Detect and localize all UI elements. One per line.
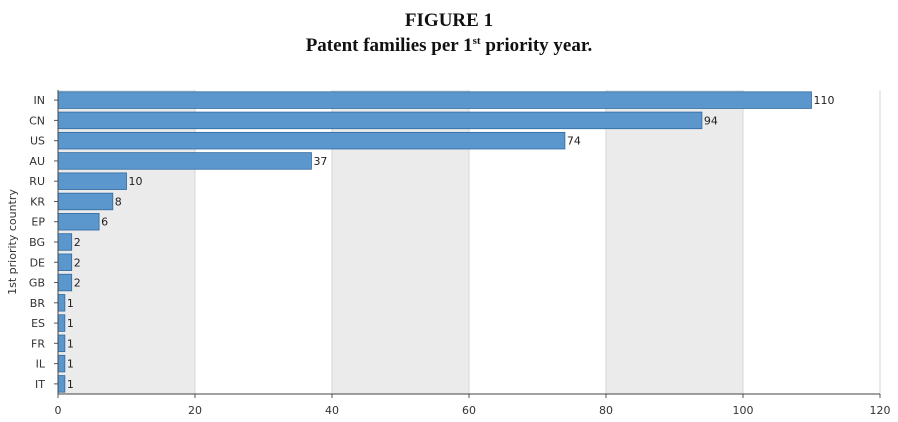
bar-de xyxy=(57,253,73,271)
x-tick-label: 120 xyxy=(870,404,891,417)
data-label: 6 xyxy=(101,216,108,229)
data-label: 2 xyxy=(74,256,81,269)
x-tick-label: 0 xyxy=(55,404,62,417)
y-tick-label: IT xyxy=(35,378,45,391)
data-label: 1 xyxy=(67,378,74,391)
bar-in xyxy=(57,91,812,109)
data-label: 1 xyxy=(67,337,74,350)
x-tick-label: 40 xyxy=(325,404,339,417)
x-tick-label: 80 xyxy=(599,404,613,417)
y-tick-label: FR xyxy=(31,337,45,350)
x-tick-label: 60 xyxy=(462,404,476,417)
data-label: 37 xyxy=(313,155,327,168)
data-label: 10 xyxy=(129,175,143,188)
bar-fr xyxy=(57,334,66,353)
data-label: 8 xyxy=(115,195,122,208)
y-tick-label: AU xyxy=(29,155,45,168)
figure-label: FIGURE 1 xyxy=(404,10,494,31)
y-tick-label: BG xyxy=(29,236,45,249)
bar-cn xyxy=(57,111,703,130)
bar-au xyxy=(57,152,312,170)
data-label: 110 xyxy=(814,94,835,107)
y-tick-label: DE xyxy=(30,256,45,269)
bar-ep xyxy=(57,213,100,231)
y-tick-label: ES xyxy=(31,317,45,330)
y-axis-label: 1st priority country xyxy=(6,189,19,295)
bar-bg xyxy=(57,233,73,251)
data-label: 2 xyxy=(74,277,81,290)
bar-br xyxy=(57,294,66,312)
data-label: 94 xyxy=(704,114,718,127)
bar-gb xyxy=(57,273,73,292)
y-tick-label: RU xyxy=(29,175,45,188)
x-tick-label: 20 xyxy=(188,404,202,417)
y-tick-label: GB xyxy=(29,277,45,290)
chart-title-main: Patent families per 1 xyxy=(305,35,473,56)
axes xyxy=(54,90,881,398)
chart-title-tail: priority year. xyxy=(480,35,593,56)
bar-il xyxy=(57,354,66,373)
data-label: 1 xyxy=(67,358,74,371)
bar-us xyxy=(57,131,566,150)
data-label: 2 xyxy=(74,236,81,249)
x-tick-label: 100 xyxy=(733,404,754,417)
y-tick-label: KR xyxy=(30,195,45,208)
data-label: 74 xyxy=(567,135,581,148)
y-tick-label: IN xyxy=(34,94,45,107)
background-band xyxy=(606,90,743,394)
data-label: 1 xyxy=(67,297,74,310)
y-tick-label: US xyxy=(30,135,45,148)
y-tick-label: IL xyxy=(36,358,46,371)
chart-title-superscript: st xyxy=(472,35,481,47)
y-tick-label: CN xyxy=(29,114,45,127)
y-tick-label: EP xyxy=(31,216,45,229)
labels: 0 20 40 60 80 100 120 IN 110 CN 94 US 74 AU 37 RU 10 KR 8 E… xyxy=(29,94,891,417)
bar-es xyxy=(57,314,66,332)
y-tick-label: BR xyxy=(30,297,46,310)
data-label: 1 xyxy=(67,317,74,330)
bar-it xyxy=(57,375,66,393)
bar-ru xyxy=(57,172,127,190)
bars xyxy=(57,91,812,393)
bar-kr xyxy=(57,192,114,211)
chart-title: Patent families per 1st priority year. xyxy=(0,34,898,58)
